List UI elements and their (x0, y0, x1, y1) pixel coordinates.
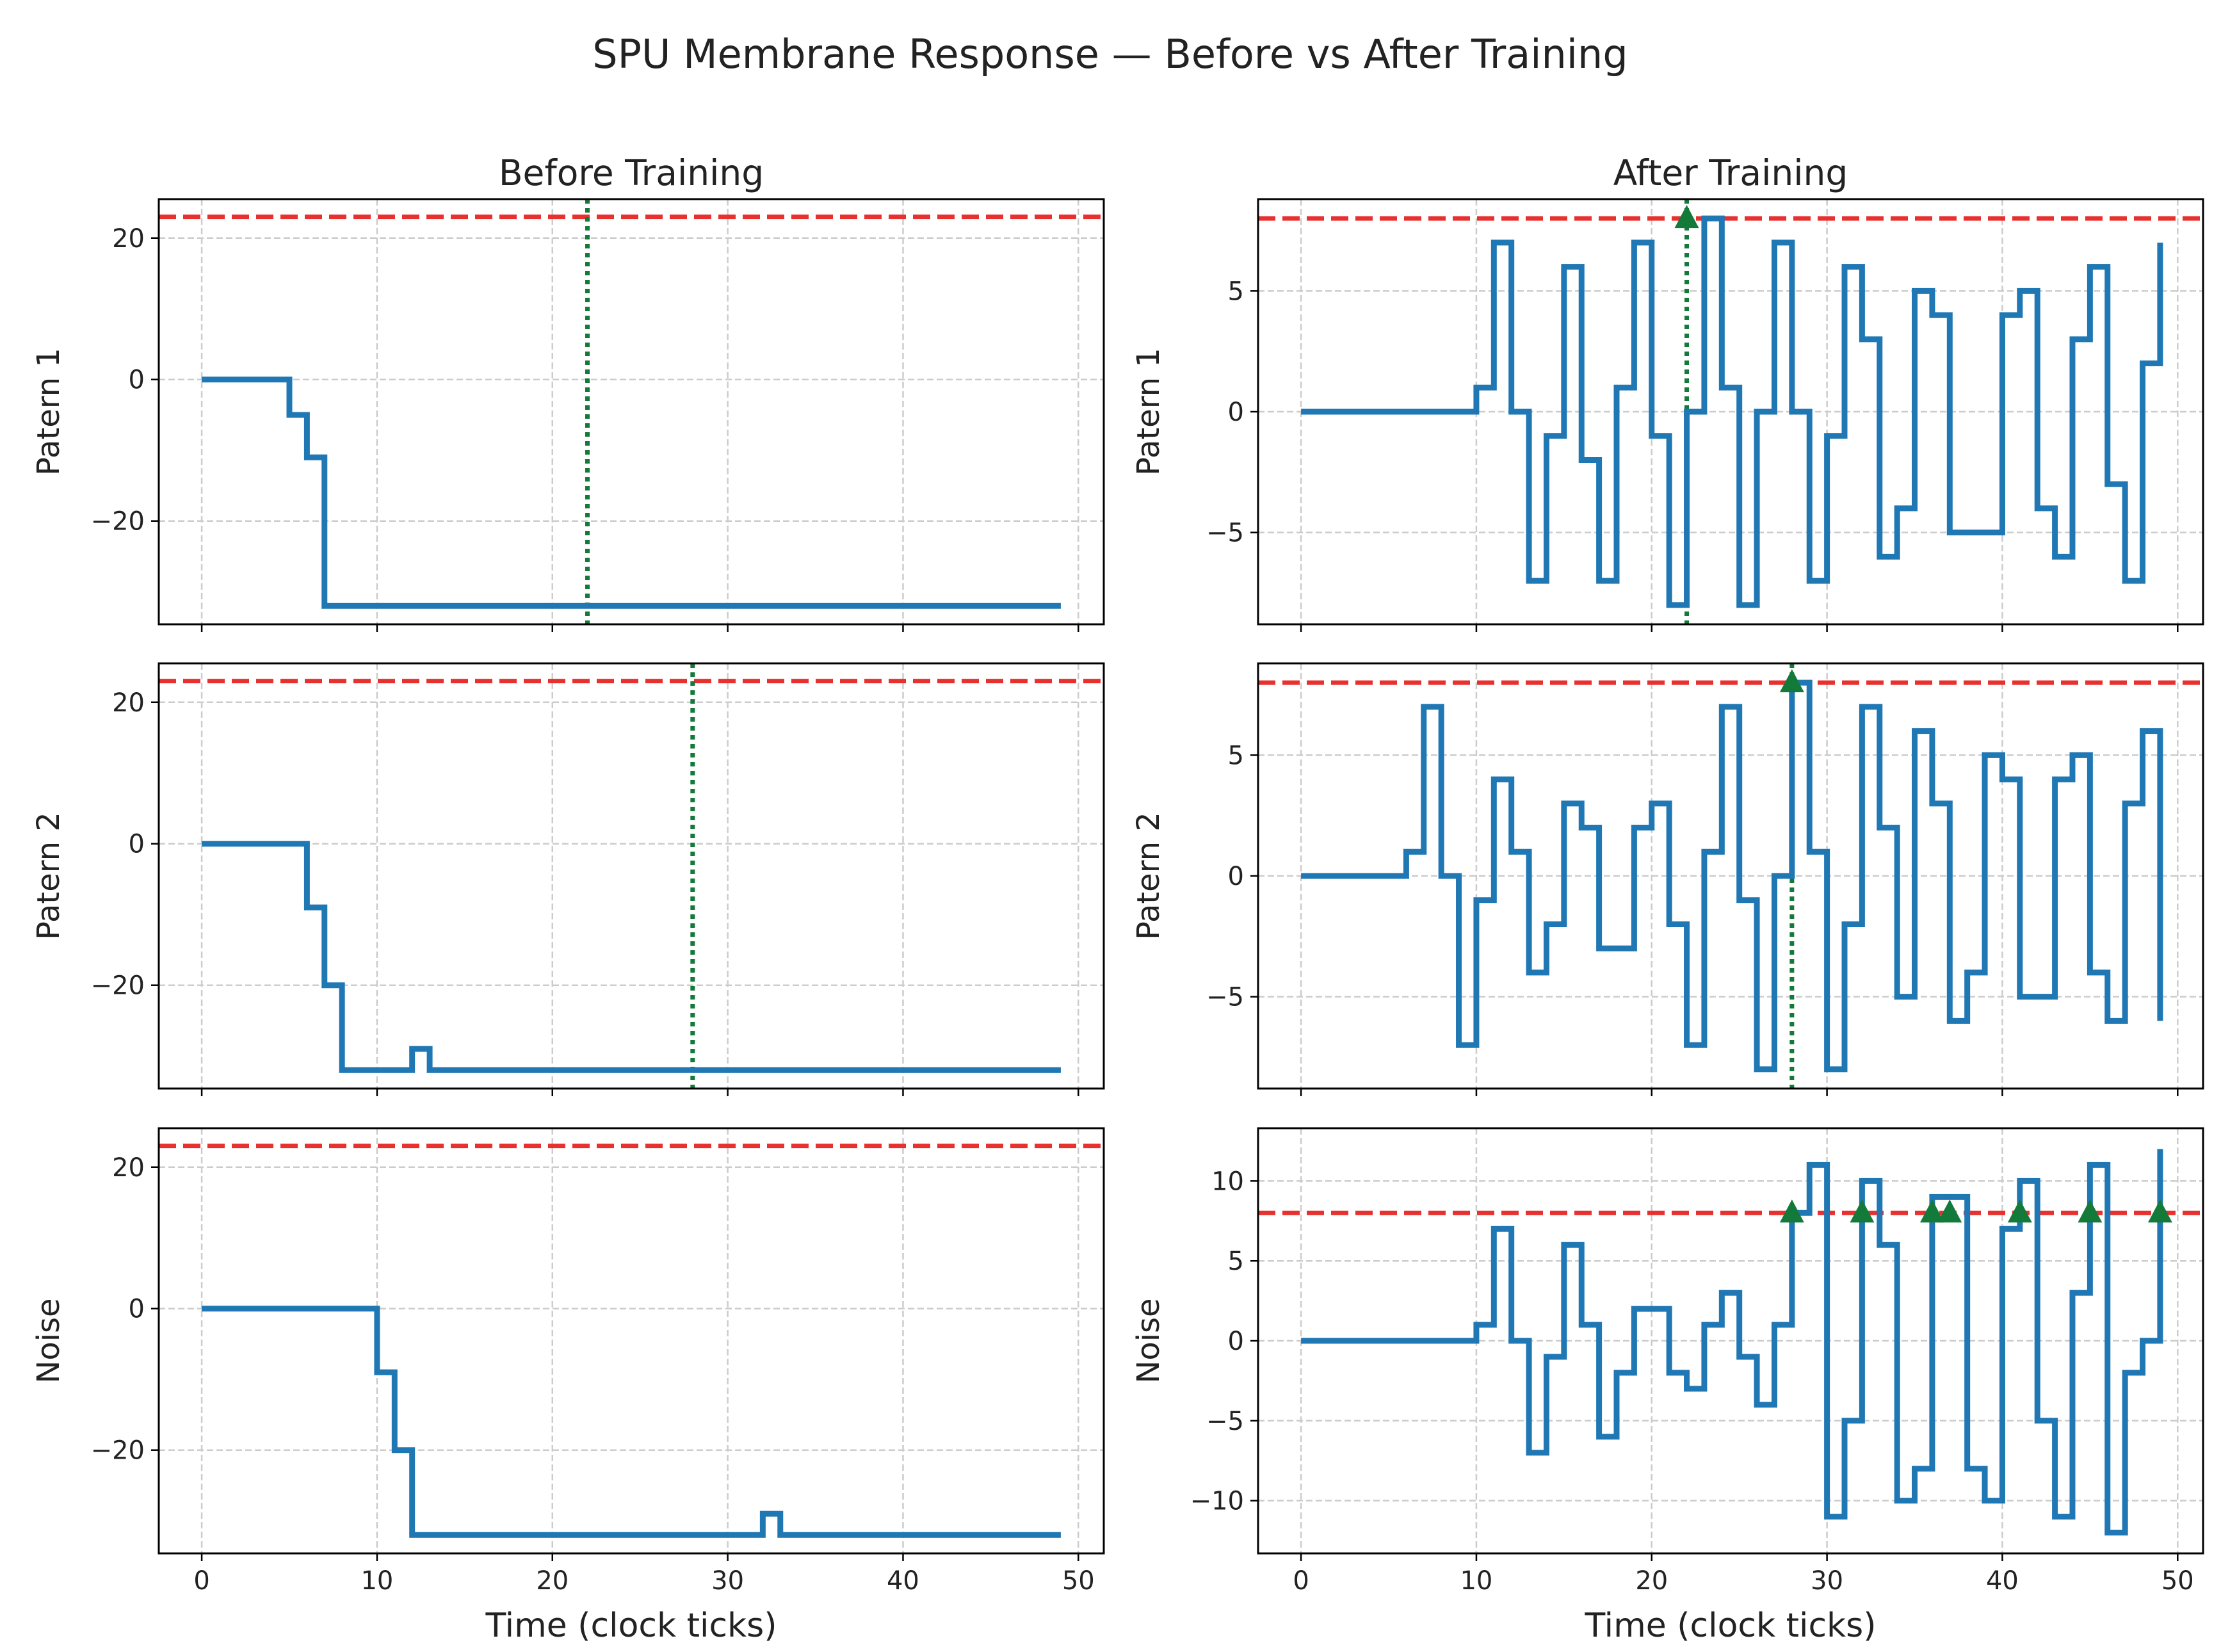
y-tick-label: −10 (1190, 1487, 1244, 1516)
x-tick-label: 10 (1460, 1566, 1492, 1596)
y-axis-label: Patern 1 (31, 348, 67, 476)
y-tick-label: −5 (1206, 983, 1244, 1012)
x-tick-label: 40 (887, 1566, 919, 1596)
x-tick-label: 50 (2161, 1566, 2194, 1596)
spike-marker (1779, 1199, 1804, 1223)
y-tick-label: 20 (112, 224, 145, 254)
y-axis-label: Noise (31, 1298, 67, 1383)
y-tick-label: −5 (1206, 1407, 1244, 1436)
y-tick-label: 0 (129, 1295, 145, 1324)
spike-marker (2147, 1199, 2172, 1223)
x-tick-label: 30 (1811, 1566, 1843, 1596)
y-tick-label: 0 (129, 830, 145, 859)
membrane-trace (202, 1306, 1061, 1538)
panel-before-p1: −20 0 20 Before Training Patern 1 (31, 152, 1105, 632)
x-axis-label: Time (clock ticks) (1584, 1607, 1876, 1645)
spike-marker (2007, 1199, 2032, 1223)
panel-before-noise: 0 10 20 30 40 50 −20 0 20 Noise Time (clock ticks) (31, 1127, 1105, 1645)
panel-before-p2: −20 0 20 Patern 2 (31, 662, 1105, 1096)
y-tick-label: 5 (1228, 277, 1244, 306)
y-tick-label: −20 (91, 507, 145, 537)
axes-frame (157, 662, 1105, 1090)
membrane-trace (202, 377, 1061, 609)
spike-marker (1779, 669, 1804, 693)
spike-marker (1937, 1199, 1962, 1223)
x-tick-label: 40 (1986, 1566, 2019, 1596)
y-axis-label: Patern 1 (1131, 348, 1167, 476)
y-axis-label: Patern 2 (31, 812, 67, 940)
x-tick-label: 0 (1293, 1566, 1309, 1596)
panel-title: After Training (1613, 152, 1848, 193)
membrane-trace (1301, 215, 2163, 608)
spike-marker (2078, 1199, 2103, 1223)
figure-title: SPU Membrane Response — Before vs After … (592, 31, 1627, 77)
panel-after-p2: −5 0 5 Patern 2 (1131, 662, 2204, 1096)
panel-after-p1: −5 0 5 After Training Patern 1 (1131, 152, 2204, 632)
y-tick-label: 0 (129, 366, 145, 395)
y-tick-label: 5 (1228, 741, 1244, 770)
membrane-trace (202, 841, 1061, 1073)
y-tick-label: 20 (112, 688, 145, 718)
y-tick-label: −5 (1206, 519, 1244, 548)
axes-frame (157, 1127, 1105, 1555)
membrane-trace (1301, 1149, 2163, 1536)
panel-after-noise: 0 10 20 30 40 50 −10 −5 0 5 10 Noise Time (clock tic… (1131, 1127, 2204, 1645)
membrane-trace (1301, 679, 2163, 1073)
y-tick-label: 5 (1228, 1247, 1244, 1276)
axes-frame (157, 198, 1105, 626)
spike-marker (1674, 205, 1699, 229)
y-tick-label: −20 (91, 971, 145, 1001)
y-tick-label: 0 (1228, 398, 1244, 427)
y-tick-label: 0 (1228, 862, 1244, 891)
x-tick-label: 20 (1635, 1566, 1668, 1596)
y-axis-label: Noise (1131, 1298, 1167, 1383)
spike-marker (1850, 1199, 1875, 1223)
panel-title: Before Training (499, 152, 764, 193)
y-tick-label: −20 (91, 1436, 145, 1466)
y-tick-label: 10 (1211, 1167, 1244, 1196)
x-tick-label: 30 (711, 1566, 744, 1596)
x-tick-label: 50 (1062, 1566, 1095, 1596)
spike-marker (1919, 1199, 1944, 1223)
y-tick-label: 20 (112, 1153, 145, 1183)
x-tick-label: 20 (536, 1566, 569, 1596)
x-tick-label: 0 (193, 1566, 209, 1596)
x-axis-label: Time (clock ticks) (485, 1607, 777, 1645)
y-tick-label: 0 (1228, 1327, 1244, 1356)
x-tick-label: 10 (360, 1566, 393, 1596)
y-axis-label: Patern 2 (1131, 812, 1167, 940)
